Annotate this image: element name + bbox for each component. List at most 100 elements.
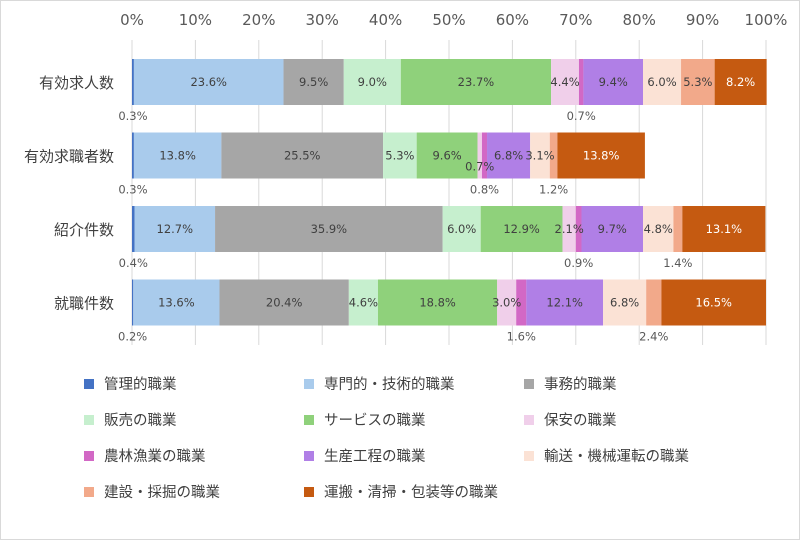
data-label: 1.2% xyxy=(539,183,568,197)
bar-segment xyxy=(377,279,498,326)
data-labels: 0.3% 23.6% 9.5% 9.0% 23.7% 4.4% 0.7% 9.4% 6.0% 5.… xyxy=(118,75,755,344)
bar-segment xyxy=(215,206,443,252)
data-label: 9.7% xyxy=(598,222,627,236)
data-label: 18.8% xyxy=(419,296,456,310)
bar-segment xyxy=(714,59,767,105)
bar-segment xyxy=(682,206,766,252)
bar-segment xyxy=(661,279,766,326)
data-label: 9.6% xyxy=(432,149,461,163)
data-label: 4.4% xyxy=(550,75,579,89)
data-label: 2.4% xyxy=(639,330,668,344)
bar-segment xyxy=(383,132,417,179)
bar-segment xyxy=(416,132,478,179)
bar-segment xyxy=(497,279,517,326)
category-label: 有効求人数 xyxy=(39,74,114,92)
bar-segment xyxy=(646,279,662,326)
data-label: 23.6% xyxy=(190,75,227,89)
data-label: 4.8% xyxy=(644,222,673,236)
legend-swatch xyxy=(524,379,534,389)
bar-segment xyxy=(526,279,604,326)
bar-segment xyxy=(673,206,683,252)
bar-segment xyxy=(643,206,674,252)
legend-label: 輸送・機械運転の職業 xyxy=(544,448,689,465)
bar-segment xyxy=(551,59,579,105)
bar-segment xyxy=(575,206,582,252)
data-label: 12.9% xyxy=(503,222,540,236)
legend-label: 事務的職業 xyxy=(544,376,617,393)
legend-label: 専門的・技術的職業 xyxy=(324,376,455,393)
data-label: 9.4% xyxy=(599,75,628,89)
data-label: 6.8% xyxy=(494,149,523,163)
bar-segment xyxy=(133,59,284,105)
category-label: 紹介件数 xyxy=(54,221,114,239)
data-label: 6.0% xyxy=(647,75,676,89)
legend-label: 保安の職業 xyxy=(544,412,617,429)
legend-swatch xyxy=(304,451,314,461)
data-label: 5.3% xyxy=(683,75,712,89)
x-tick-label: 80% xyxy=(623,11,656,29)
x-tick-label: 10% xyxy=(179,11,212,29)
data-label: 13.6% xyxy=(158,296,195,310)
category-label: 有効求職者数 xyxy=(24,148,114,166)
bar-segment xyxy=(603,279,647,326)
legend-swatch xyxy=(304,415,314,425)
x-axis-ticks: 0% 10% 20% 30% 40% 50% 60% 70% 80% 90% 100% xyxy=(120,11,787,29)
bar-segment xyxy=(132,59,134,105)
bar-segment xyxy=(530,132,550,179)
legend-label: サービスの職業 xyxy=(324,412,426,429)
legend-label: 管理的職業 xyxy=(104,376,177,393)
bar-segment xyxy=(562,206,576,252)
data-label: 6.8% xyxy=(610,296,639,310)
bar-segment xyxy=(487,132,531,179)
legend-label: 生産工程の職業 xyxy=(324,448,426,465)
bar-segment xyxy=(400,59,552,105)
data-label: 0.8% xyxy=(470,183,499,197)
data-label: 23.7% xyxy=(458,75,495,89)
legend-swatch xyxy=(84,487,94,497)
bar-segment xyxy=(583,59,644,105)
data-label: 9.5% xyxy=(299,75,328,89)
x-tick-label: 70% xyxy=(559,11,592,29)
x-tick-label: 30% xyxy=(306,11,339,29)
x-tick-label: 100% xyxy=(745,11,788,29)
bars xyxy=(132,59,767,326)
bar-segment xyxy=(283,59,344,105)
data-label: 4.6% xyxy=(349,296,378,310)
data-label: 20.4% xyxy=(266,296,303,310)
x-tick-label: 50% xyxy=(432,11,465,29)
bar-segment xyxy=(481,132,488,179)
bar-segment xyxy=(681,59,715,105)
legend-swatch xyxy=(524,415,534,425)
data-label: 0.3% xyxy=(118,183,147,197)
bar-segment xyxy=(132,279,134,326)
data-label: 13.1% xyxy=(706,222,743,236)
x-tick-label: 40% xyxy=(369,11,402,29)
legend-label: 運搬・清掃・包装等の職業 xyxy=(324,483,498,501)
legend-swatch xyxy=(524,451,534,461)
bar-segment xyxy=(343,59,401,105)
data-label: 1.6% xyxy=(507,330,536,344)
x-tick-label: 60% xyxy=(496,11,529,29)
legend-label: 建設・採掘の職業 xyxy=(104,484,220,501)
legend-swatch xyxy=(84,379,94,389)
x-tick-label: 20% xyxy=(242,11,275,29)
legend-swatch xyxy=(304,379,314,389)
bar-segment xyxy=(557,132,645,179)
data-label: 9.0% xyxy=(358,75,387,89)
data-label: 0.2% xyxy=(118,330,147,344)
data-label: 0.9% xyxy=(564,256,593,270)
bar-segment xyxy=(480,206,563,252)
data-label: 13.8% xyxy=(583,149,620,163)
data-label: 1.4% xyxy=(663,256,692,270)
bar-segment xyxy=(348,279,378,326)
legend-swatch xyxy=(84,415,94,425)
bar-segment xyxy=(133,279,220,326)
legend-label: 農林漁業の職業 xyxy=(104,448,206,465)
data-label: 13.8% xyxy=(159,149,196,163)
legend-label: 販売の職業 xyxy=(104,412,177,429)
data-label: 35.9% xyxy=(311,222,348,236)
data-label: 8.2% xyxy=(726,75,755,89)
x-tick-label: 90% xyxy=(686,11,719,29)
bar-segment xyxy=(134,206,216,252)
